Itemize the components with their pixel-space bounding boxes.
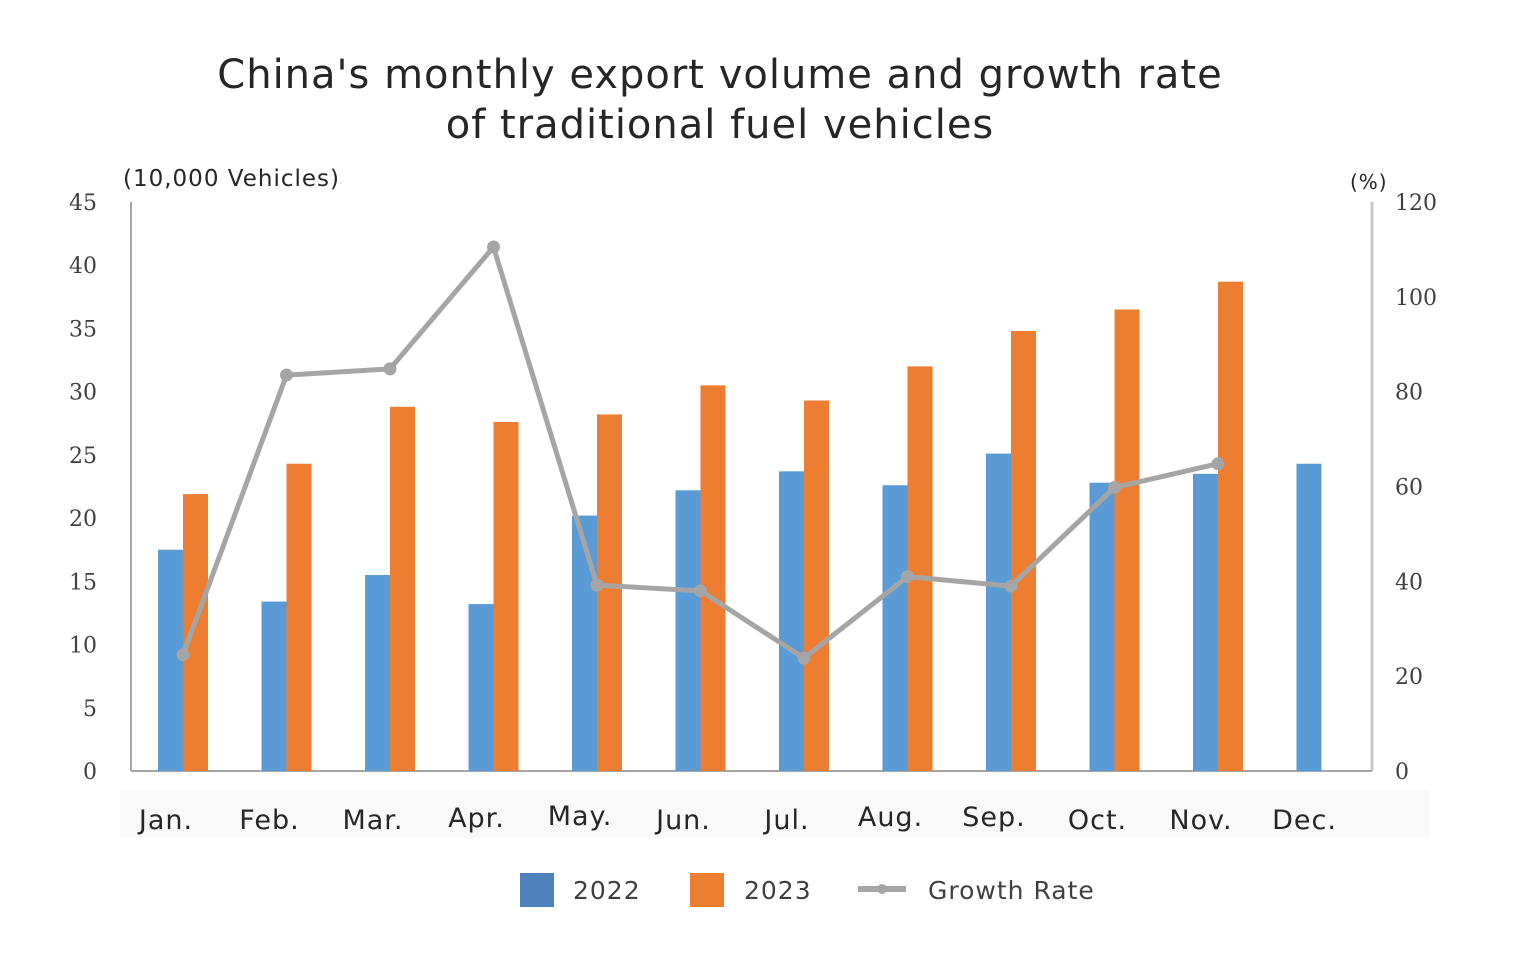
chart-title-line-1: China's monthly export volume and growth…: [217, 52, 1223, 98]
bar-2022-oct: [1089, 482, 1115, 771]
bar-2023-jan: [183, 494, 208, 771]
growth-rate-point: [797, 651, 811, 665]
bar-2023-apr: [493, 422, 519, 771]
axes: [130, 202, 1374, 772]
right-tick-label: 80: [1395, 381, 1423, 406]
right-axis-unit-label: (%): [1350, 170, 1388, 194]
bar-2023-nov: [1218, 281, 1243, 771]
right-tick-label: 120: [1395, 191, 1437, 216]
growth-rate-point: [590, 578, 604, 592]
legend-label-2022: 2022: [573, 876, 641, 905]
right-axis-ticks: 0 20 40 60 80 100 120: [1395, 191, 1437, 785]
category-label: Jun.: [654, 805, 711, 836]
left-tick-label: 15: [69, 570, 97, 595]
bar-2023-jul: [804, 400, 829, 771]
left-axis-unit-label: (10,000 Vehicles): [123, 166, 340, 192]
right-tick-label: 100: [1395, 286, 1437, 311]
right-tick-label: 40: [1395, 570, 1423, 595]
right-tick-label: 0: [1395, 760, 1409, 785]
bar-2022-dec: [1296, 463, 1322, 771]
left-tick-label: 40: [69, 254, 97, 279]
left-tick-label: 35: [69, 317, 97, 342]
left-tick-label: 0: [83, 760, 97, 785]
category-label: Sep.: [962, 802, 1025, 833]
category-label: Apr.: [448, 803, 505, 834]
growth-rate-point: [694, 584, 707, 598]
growth-rate-point: [1211, 457, 1225, 471]
category-label: Jan.: [137, 805, 193, 836]
bar-2023-sep: [1011, 330, 1036, 771]
bar-2023-feb: [286, 463, 312, 771]
legend-swatch-2022: [520, 873, 554, 907]
category-label: Oct.: [1068, 805, 1127, 836]
category-labels: Jan. Feb. Mar. Apr. May. Jun. Jul. Aug. Sep. Oct.…: [137, 801, 1337, 836]
category-label: May.: [548, 801, 613, 832]
category-label: Nov.: [1169, 805, 1232, 836]
chart-title: China's monthly export volume and growth…: [0, 50, 1440, 150]
bar-2022-feb: [261, 601, 287, 771]
bar-2023-jun: [700, 385, 726, 771]
bar-2023-oct: [1114, 309, 1140, 771]
category-label: Feb.: [239, 805, 299, 836]
left-tick-label: 5: [83, 697, 97, 722]
bar-2022-aug: [882, 485, 908, 771]
category-label: Dec.: [1272, 805, 1337, 836]
bar-2022-jun: [675, 490, 701, 771]
growth-rate-point: [1108, 480, 1121, 494]
legend-swatch-2023: [690, 873, 724, 907]
left-axis-ticks: 0 5 10 15 20 25 30 35 40 45: [69, 191, 97, 785]
left-tick-label: 25: [69, 444, 97, 469]
bar-2023-mar: [390, 406, 415, 771]
right-tick-label: 60: [1395, 476, 1423, 501]
growth-rate-point: [487, 240, 500, 254]
bars: [158, 281, 1322, 771]
x-label-band: [120, 790, 1430, 838]
growth-rate-point: [176, 648, 190, 662]
legend-label-2023: 2023: [744, 876, 812, 905]
left-tick-label: 10: [69, 634, 97, 659]
category-label: Mar.: [342, 805, 403, 836]
growth-rate-point: [383, 362, 397, 376]
chart-title-line-2: of traditional fuel vehicles: [445, 102, 995, 148]
bar-2022-sep: [986, 453, 1011, 771]
left-tick-label: 45: [69, 191, 97, 216]
bar-2022-may: [572, 515, 597, 771]
category-label-band: [120, 790, 1430, 838]
growth-rate-point: [901, 570, 914, 584]
right-tick-label: 20: [1395, 665, 1423, 690]
left-tick-label: 30: [69, 381, 97, 406]
bar-2023-may: [597, 414, 622, 771]
left-tick-label: 20: [69, 507, 97, 532]
growth-rate-point: [280, 368, 293, 382]
bar-2022-jan: [158, 549, 183, 771]
legend-label-growth-rate: Growth Rate: [928, 876, 1095, 905]
bar-2022-apr: [468, 604, 494, 771]
category-label: Jul.: [762, 805, 809, 836]
bar-2022-jul: [779, 471, 804, 771]
legend-marker-growth-rate: [877, 884, 887, 894]
legend: 2022 2023 Growth Rate: [520, 873, 1095, 907]
growth-rate-point: [1004, 579, 1018, 593]
bar-2022-mar: [365, 575, 390, 771]
growth-rate-line: [176, 240, 1225, 665]
bar-2023-aug: [907, 366, 933, 771]
category-label: Aug.: [858, 802, 923, 833]
bar-2022-nov: [1193, 473, 1218, 771]
